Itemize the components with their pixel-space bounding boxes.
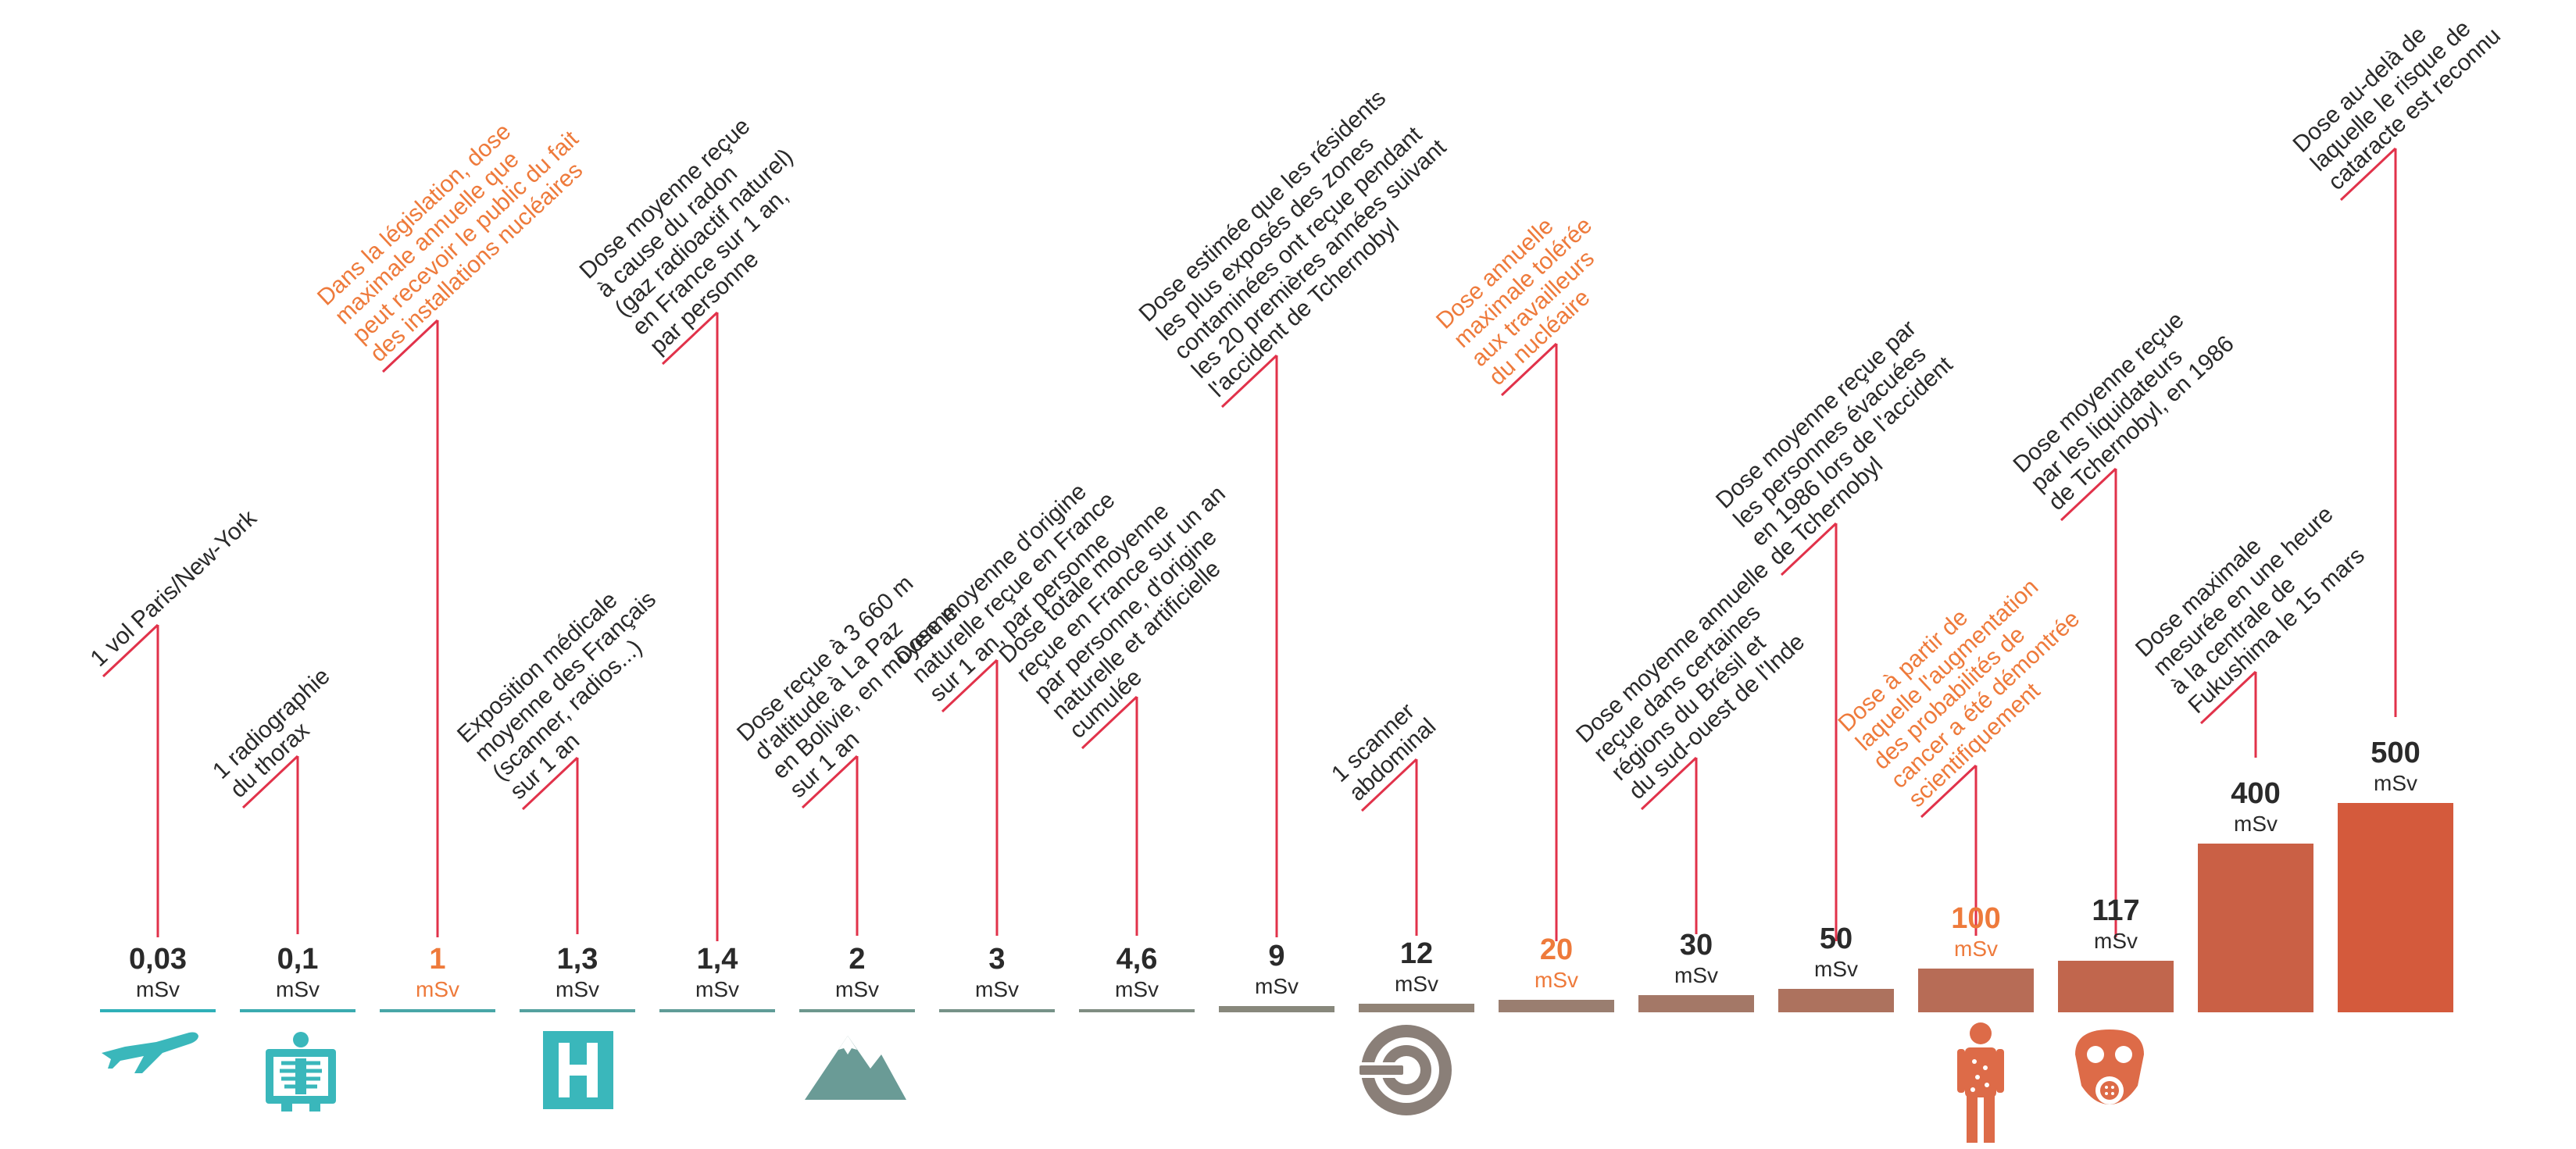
leader-5: [801, 755, 859, 936]
leader-9: [1360, 758, 1418, 936]
unit-label-11: mSv: [1674, 963, 1718, 987]
unit-label-3: mSv: [556, 977, 599, 1001]
leader-4: [661, 311, 719, 941]
leader-1: [241, 755, 299, 934]
value-label-12: 50: [1820, 922, 1853, 955]
value-label-5: 2: [849, 943, 865, 976]
leader-14: [2060, 467, 2117, 937]
bar-10: [1499, 1000, 1614, 1012]
unit-label-13: mSv: [1954, 937, 1998, 961]
airplane-icon: [102, 1032, 198, 1073]
leader-12: [1780, 522, 1838, 941]
unit-label-1: mSv: [276, 977, 320, 1001]
leader-13: [1920, 764, 1978, 936]
value-label-1: 0,1: [277, 943, 319, 976]
bar-13: [1918, 969, 2034, 1012]
value-labels: 0,03mSv0,1mSv1mSv1,3mSv1,4mSv2mSv3mSv4,6…: [129, 737, 2421, 1001]
value-label-13: 100: [1951, 902, 2000, 935]
baseline-segment: [100, 1009, 216, 1012]
value-label-4: 1,4: [697, 943, 738, 976]
bar-16: [2338, 803, 2453, 1012]
baseline-segment: [1219, 1009, 1334, 1012]
baseline-segment: [520, 1009, 635, 1012]
leader-3: [521, 756, 579, 934]
unit-label-4: mSv: [695, 977, 739, 1001]
bar-11: [1638, 995, 1754, 1012]
leader-2: [381, 319, 439, 937]
value-label-7: 4,6: [1117, 943, 1158, 976]
leader-8: [1220, 354, 1278, 937]
value-label-15: 400: [2231, 777, 2280, 810]
scanner-icon: [1356, 1025, 1452, 1115]
unit-label-9: mSv: [1395, 972, 1438, 996]
value-label-9: 12: [1400, 937, 1433, 970]
bar-15: [2198, 844, 2313, 1012]
unit-label-0: mSv: [136, 977, 180, 1001]
baseline-segment: [799, 1009, 915, 1012]
leader-15: [2199, 670, 2257, 758]
value-label-0: 0,03: [129, 943, 187, 976]
hospital-icon: [543, 1031, 613, 1109]
leader-lines: [102, 147, 2397, 941]
value-label-16: 500: [2371, 737, 2420, 769]
value-label-2: 1: [429, 943, 445, 976]
leader-0: [102, 623, 159, 937]
xray-icon: [266, 1032, 336, 1112]
mountain-icon: [805, 1036, 906, 1100]
unit-label-6: mSv: [975, 977, 1019, 1001]
value-label-8: 9: [1268, 940, 1284, 972]
unit-label-8: mSv: [1255, 974, 1299, 998]
gas-mask-icon: [2075, 1029, 2144, 1104]
unit-label-12: mSv: [1814, 957, 1858, 981]
value-label-11: 30: [1680, 929, 1713, 962]
unit-label-15: mSv: [2234, 812, 2278, 836]
bar-9: [1359, 1004, 1474, 1012]
unit-label-14: mSv: [2094, 929, 2138, 953]
icons: [102, 1022, 2144, 1143]
body-icon: [1957, 1022, 2004, 1143]
value-label-6: 3: [988, 943, 1005, 976]
leader-6: [941, 658, 999, 936]
bar-14: [2058, 961, 2174, 1012]
bar-12: [1778, 989, 1894, 1012]
baseline-segment: [1079, 1009, 1195, 1012]
baseline-segment: [659, 1009, 775, 1012]
unit-label-10: mSv: [1535, 968, 1578, 992]
leader-11: [1640, 756, 1698, 934]
leader-16: [2339, 147, 2397, 717]
value-label-3: 1,3: [557, 943, 598, 976]
unit-label-7: mSv: [1115, 977, 1159, 1001]
baseline-segment: [380, 1009, 495, 1012]
unit-label-5: mSv: [835, 977, 879, 1001]
value-label-14: 117: [2092, 894, 2139, 927]
unit-label-16: mSv: [2374, 771, 2417, 795]
baseline-segment: [939, 1009, 1055, 1012]
unit-label-2: mSv: [416, 977, 459, 1001]
bars: [100, 803, 2453, 1012]
leader-10: [1500, 342, 1558, 941]
leader-7: [1081, 695, 1138, 936]
value-label-10: 20: [1540, 933, 1573, 966]
baseline-segment: [240, 1009, 355, 1012]
